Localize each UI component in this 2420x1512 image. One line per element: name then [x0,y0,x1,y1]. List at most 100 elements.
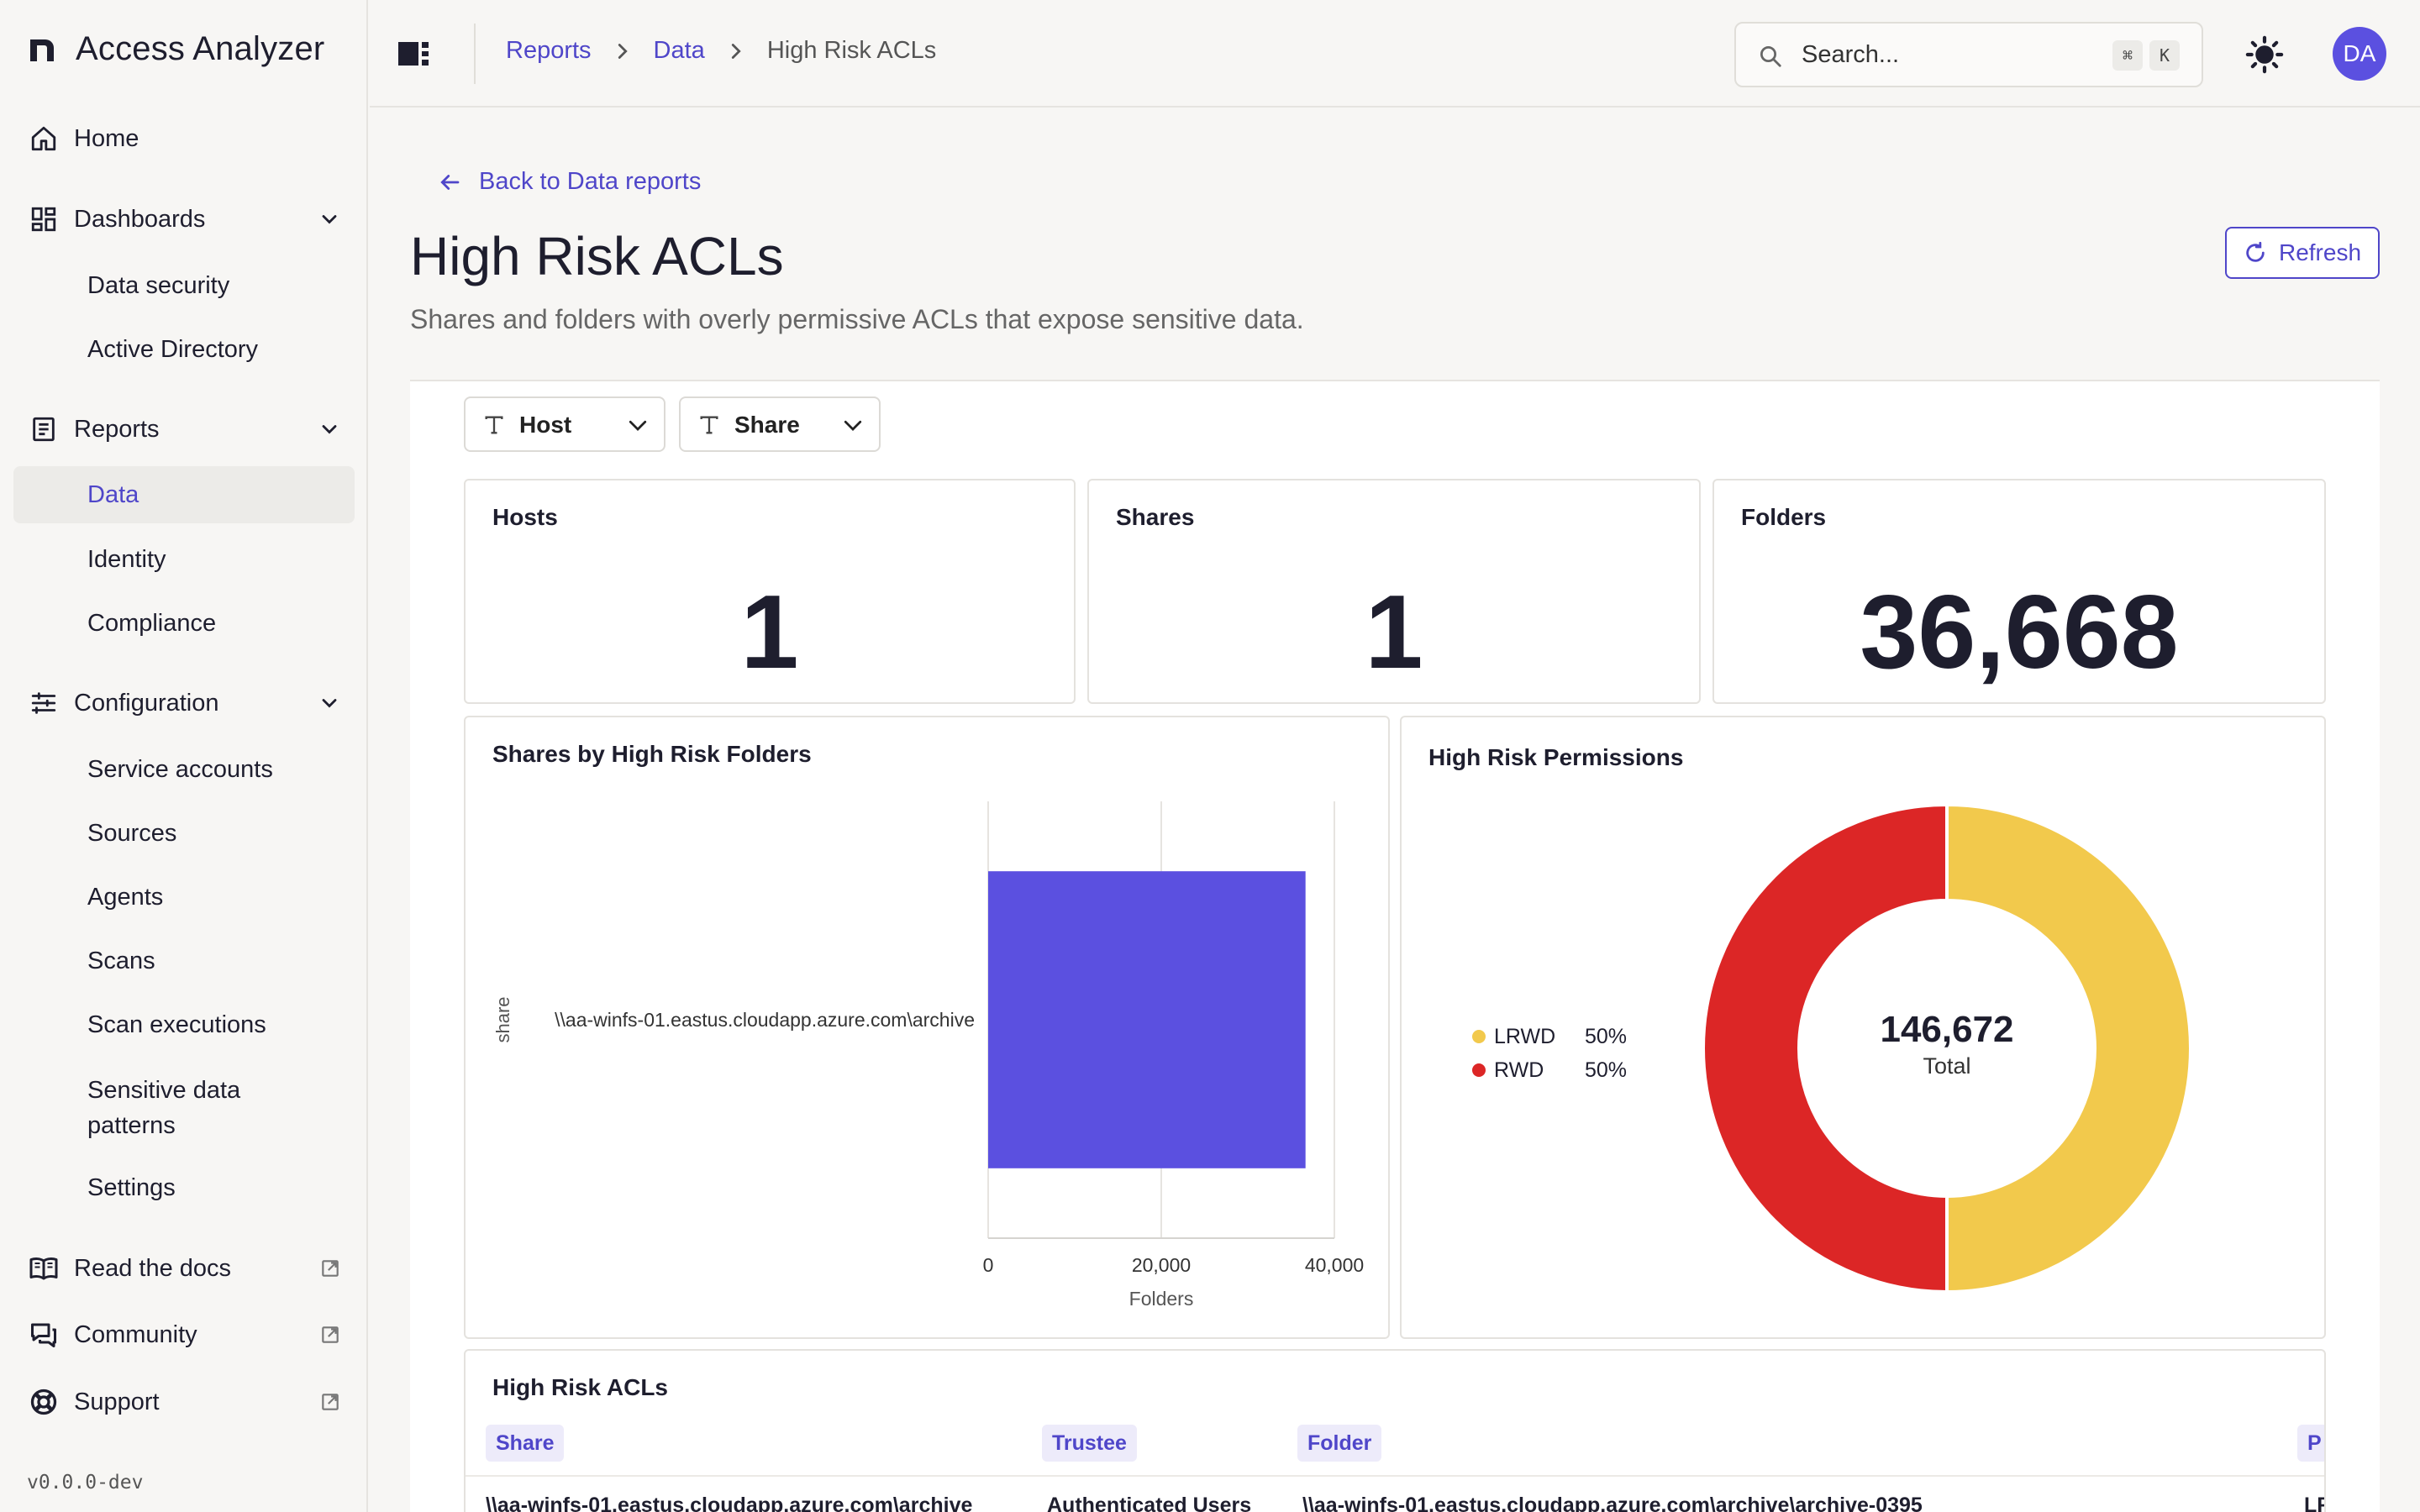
x-tick-label: 0 [983,1254,994,1276]
legend-value: 50% [1585,1024,1628,1048]
sidebar-item-label: Service accounts [87,756,273,783]
chevron-down-icon[interactable] [318,691,341,715]
sidebar-item-configuration[interactable]: Configuration [13,675,355,732]
category-label: \\aa-winfs-01.eastus.cloudapp.azure.com\… [555,1009,975,1031]
sidebar-item-data[interactable]: Data [13,466,355,523]
sidebar-item-data-security[interactable]: Data security [13,257,355,314]
sidebar-item-compliance[interactable]: Compliance [13,595,355,652]
sidebar-item-home[interactable]: Home [13,110,355,167]
column-header-trustee[interactable]: Trustee [1042,1425,1137,1462]
sidebar-item-active-directory[interactable]: Active Directory [13,321,355,378]
donut-slice[interactable] [1945,802,2192,1294]
topbar: Reports Data High Risk ACLs Search... ⌘ … [370,0,2420,108]
app-name: Access Analyzer [76,30,325,67]
donut-slice[interactable] [1702,802,1949,1294]
avatar[interactable]: DA [2333,27,2386,81]
text-type-icon [700,416,718,434]
dashboard-icon [29,204,59,234]
breadcrumb-reports[interactable]: Reports [506,37,592,64]
chart-legend: LRWD 50% RWD 50% [1472,1020,1627,1087]
stat-value: 1 [1365,575,1423,690]
sidebar-link-support[interactable]: Support [13,1373,355,1431]
external-link-icon [322,1394,339,1410]
shortcut-k-key: K [2149,40,2180,71]
app-logo-icon [30,39,54,61]
topbar-divider [474,24,476,84]
sidebar-item-label: Read the docs [74,1254,232,1282]
external-link-icon [322,1326,339,1343]
sidebar-item-label: Configuration [74,689,219,717]
chevron-down-icon [844,420,862,431]
sidebar-item-label: Agents [87,884,164,911]
table-divider [466,1475,2324,1477]
sidebar-toggle-icon[interactable] [397,39,430,69]
chat-icon [29,1320,59,1350]
donut-center-value: 146,672 [1880,1009,2013,1050]
breadcrumb-data[interactable]: Data [653,37,705,64]
chevron-down-icon[interactable] [318,207,341,231]
sidebar-item-label: Data security [87,272,230,299]
legend-value: 50% [1585,1058,1628,1082]
sidebar-item-scans[interactable]: Scans [13,932,355,990]
app-version: v0.0.0-dev [27,1472,144,1494]
brand[interactable]: Access Analyzer [27,30,324,68]
sidebar-item-reports[interactable]: Reports [13,401,355,458]
legend-swatch [1472,1030,1486,1043]
sidebar-item-label: Sensitive data patterns [87,1077,241,1139]
stat-label: Shares [1116,504,1195,530]
x-axis-label: Folders [1129,1288,1194,1310]
donut-center-label: Total [1923,1053,1970,1079]
search-input[interactable]: Search... ⌘ K [1734,22,2203,87]
sidebar-item-scan-executions[interactable]: Scan executions [13,996,355,1053]
page-title: High Risk ACLs [410,226,784,286]
chart-card-shares-by-folders: Shares by High Risk Folders \\aa-winfs-0… [464,716,1390,1339]
refresh-icon [2246,241,2265,262]
sun-icon[interactable] [2245,35,2284,74]
donut-chart: 146,672 Total [1702,802,2192,1294]
sidebar-item-identity[interactable]: Identity [13,531,355,588]
table-card-high-risk-acls: High Risk ACLs Share Trustee Folder P \\… [464,1349,2326,1512]
filter-label: Share [734,412,800,438]
x-tick-label: 40,000 [1305,1254,1364,1276]
legend-item[interactable]: LRWD 50% [1472,1020,1627,1053]
column-header-share[interactable]: Share [486,1425,565,1462]
legend-label: LRWD [1494,1024,1556,1048]
sidebar-item-service-accounts[interactable]: Service accounts [13,741,355,798]
external-link-icon [322,1260,339,1277]
shortcut-cmd-key: ⌘ [2112,40,2143,71]
sidebar-item-label: Dashboards [74,205,206,233]
book-icon [29,1253,59,1284]
search-placeholder: Search... [1802,40,1900,68]
chevron-down-icon[interactable] [318,417,341,441]
sidebar-item-label: Scans [87,948,155,974]
share-filter[interactable]: Share [679,396,881,452]
sidebar: Access Analyzer Home Dashboards Data sec… [0,0,368,1512]
sidebar-item-label: Scan executions [87,1011,266,1038]
column-header-folder[interactable]: Folder [1297,1425,1382,1462]
report-icon [29,414,59,444]
cell-trustee: Authenticated Users [1047,1494,1252,1512]
home-icon [29,123,59,154]
sidebar-item-sources[interactable]: Sources [13,805,355,862]
sidebar-link-community[interactable]: Community [13,1306,355,1363]
sidebar-item-label: Community [74,1320,197,1348]
sidebar-item-settings[interactable]: Settings [13,1159,355,1216]
sidebar-item-dashboards[interactable]: Dashboards [13,191,355,248]
sidebar-item-sensitive-data-patterns[interactable]: Sensitive data patterns [13,1068,355,1147]
sidebar-item-agents[interactable]: Agents [13,869,355,926]
breadcrumb-current: High Risk ACLs [766,37,937,64]
bar-chart: \\aa-winfs-01.eastus.cloudapp.azure.com\… [492,801,1364,1310]
chevron-right-icon [731,43,741,59]
legend-item[interactable]: RWD 50% [1472,1053,1627,1087]
sidebar-item-label: Data [87,481,139,508]
column-header-permissions[interactable]: P [2297,1425,2324,1462]
text-type-icon [485,416,503,434]
stat-card-shares: Shares 1 [1087,479,1701,704]
bar[interactable] [988,871,1306,1168]
sidebar-link-docs[interactable]: Read the docs [13,1240,355,1297]
arrow-left-icon [440,174,460,190]
refresh-button[interactable]: Refresh [2225,227,2380,279]
x-tick-label: 20,000 [1132,1254,1191,1276]
back-to-data-reports-link[interactable]: Back to Data reports [437,168,701,196]
host-filter[interactable]: Host [464,396,666,452]
